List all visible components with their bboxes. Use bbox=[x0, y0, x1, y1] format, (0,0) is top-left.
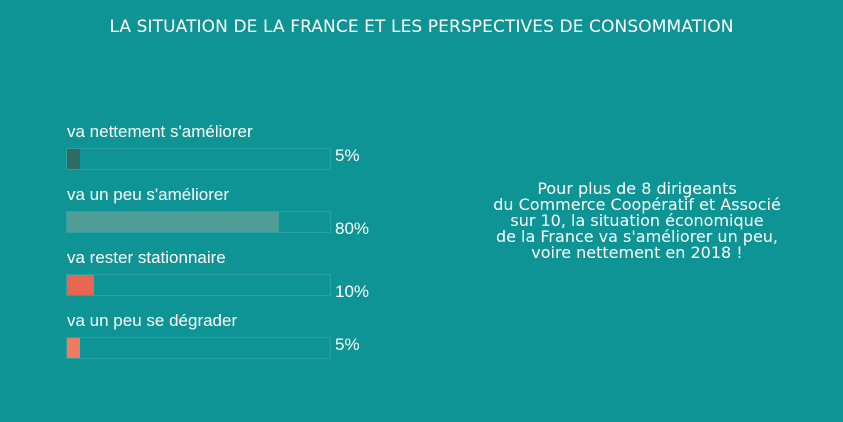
bar-track bbox=[66, 337, 331, 359]
page-title: LA SITUATION DE LA FRANCE ET LES PERSPEC… bbox=[109, 17, 734, 37]
note-line: sur 10, la situation économique bbox=[510, 211, 764, 230]
bar-label: va un peu s'améliorer bbox=[67, 185, 229, 204]
bar-label: va nettement s'améliorer bbox=[67, 122, 253, 141]
bar-track bbox=[66, 211, 331, 233]
bar-track bbox=[66, 148, 331, 170]
bar-value-label: 5% bbox=[335, 146, 360, 165]
bar bbox=[67, 275, 94, 295]
bar-label: va rester stationnaire bbox=[67, 248, 226, 267]
note-line: Pour plus de 8 dirigeants bbox=[537, 179, 737, 198]
bar-value-label: 10% bbox=[335, 282, 370, 301]
summary-note: Pour plus de 8 dirigeants du Commerce Co… bbox=[430, 181, 843, 261]
bar bbox=[67, 212, 279, 232]
bar-value-label: 80% bbox=[335, 219, 370, 238]
bar bbox=[67, 338, 81, 358]
bar-value-label: 5% bbox=[335, 335, 360, 354]
note-line: du Commerce Coopératif et Associé bbox=[493, 195, 781, 214]
note-line: de la France va s'améliorer un peu, bbox=[495, 227, 779, 246]
note-line: voire nettement en 2018 ! bbox=[531, 243, 743, 262]
bar bbox=[67, 149, 81, 169]
bar-track bbox=[66, 274, 331, 296]
bar-label: va un peu se dégrader bbox=[67, 311, 238, 330]
